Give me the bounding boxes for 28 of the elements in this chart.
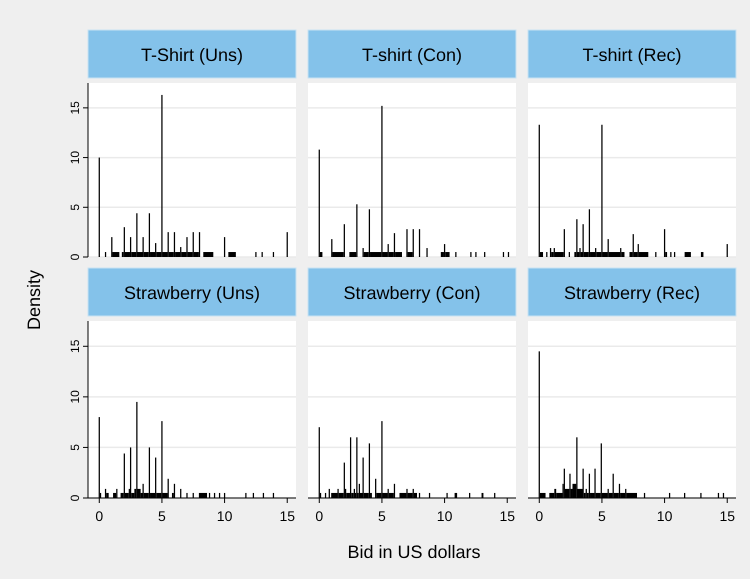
x-tick-label: 0 <box>95 508 104 524</box>
chart-title: Strawberry (Rec) <box>564 283 700 303</box>
x-tick-label: 15 <box>719 508 736 524</box>
x-tick-label: 15 <box>499 508 516 524</box>
x-tick-label: 5 <box>378 508 386 524</box>
x-tick-label: 10 <box>216 508 233 524</box>
x-tick-label: 15 <box>279 508 296 524</box>
x-axis-title: Bid in US dollars <box>347 542 481 562</box>
x-tick-label: 0 <box>315 508 324 524</box>
chart-title: T-shirt (Con) <box>362 45 462 65</box>
chart-title: Strawberry (Uns) <box>124 283 260 303</box>
y-tick-label: 15 <box>68 339 82 353</box>
y-axis-title: Density <box>24 270 44 330</box>
y-tick-label: 10 <box>68 150 82 164</box>
chart-title: Strawberry (Con) <box>343 283 481 303</box>
chart-title: T-Shirt (Uns) <box>140 45 244 65</box>
x-tick-label: 5 <box>598 508 606 524</box>
y-tick-label: 15 <box>68 100 82 115</box>
chart-title: T-shirt (Rec) <box>582 45 682 65</box>
x-tick-label: 0 <box>535 508 544 524</box>
y-tick-label: 5 <box>68 204 82 211</box>
x-tick-label: 10 <box>656 508 673 524</box>
x-tick-label: 5 <box>158 508 166 524</box>
y-tick-label: 0 <box>68 253 82 260</box>
y-tick-label: 10 <box>68 390 82 404</box>
x-tick-label: 10 <box>436 508 453 524</box>
y-tick-label: 5 <box>68 444 82 451</box>
y-tick-label: 0 <box>68 494 82 502</box>
